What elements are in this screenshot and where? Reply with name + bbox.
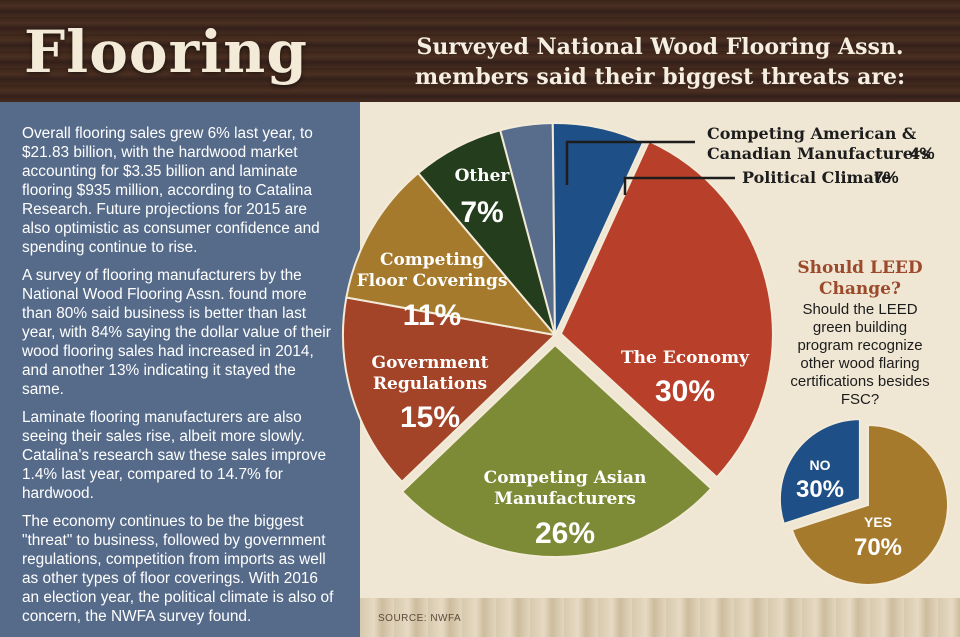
label-economy-value: 30% (655, 375, 715, 408)
article-paragraph-2: A survey of flooring manufacturers by th… (22, 267, 331, 398)
leader-line-political (623, 176, 735, 195)
label-asian-value: 26% (535, 517, 595, 550)
label-gov-value: 15% (400, 401, 460, 434)
chart-title: Surveyed National Wood Flooring Assn. me… (360, 32, 960, 92)
label-american-value: 4% (910, 144, 935, 163)
leed-value-no: 30% (796, 476, 844, 503)
label-other-value: 7% (460, 196, 503, 229)
article-paragraph-3: Laminate flooring manufacturers are also… (22, 409, 327, 502)
leed-question: Should the LEED green building program r… (790, 301, 930, 408)
label-gov-name: Government Regulations (372, 353, 489, 394)
floor-strip (360, 598, 960, 637)
article-paragraph-4: The economy continues to be the biggest … (22, 513, 334, 625)
label-floor-name: Competing Floor Coverings (357, 250, 508, 291)
page-title: Flooring (24, 18, 308, 86)
leed-value-yes: 70% (854, 534, 902, 561)
label-other-name: Other (455, 166, 511, 186)
label-asian-name: Competing Asian Manufacturers (484, 468, 647, 509)
label-american-name: Competing American & (707, 124, 917, 143)
header-banner (0, 0, 960, 102)
label-economy-name: The Economy (621, 348, 750, 368)
article-sidebar: Overall flooring sales grew 6% last year… (0, 102, 360, 637)
pie-slice-5 (345, 171, 558, 337)
pie-slice-3 (400, 343, 713, 558)
leed-label-yes: YES (864, 514, 892, 530)
leed-title-line-1: Should LEED (797, 258, 923, 278)
leed-slice-yes (790, 423, 949, 586)
pie-slice-4 (342, 296, 558, 484)
label-political-value: 7% (874, 168, 899, 187)
label-american-name-2: Canadian Manufacturers (707, 144, 930, 163)
leed-slice-no (778, 418, 861, 526)
pie-slice-2 (559, 139, 774, 479)
leed-title: Should LEED Change? (790, 258, 930, 300)
label-floor-value: 11% (403, 299, 461, 332)
chart-title-line-1: Surveyed National Wood Flooring Assn. (416, 34, 904, 60)
leader-line-american (565, 140, 695, 185)
leed-label-no: NO (810, 457, 831, 473)
source-note: SOURCE: NWFA (378, 613, 462, 624)
label-political-name: Political Climate (742, 168, 891, 187)
chart-title-line-2: members said their biggest threats are: (414, 64, 906, 90)
leed-title-line-2: Change? (819, 279, 901, 299)
pie-slice-6 (416, 128, 556, 336)
article-paragraph-1: Overall flooring sales grew 6% last year… (22, 125, 320, 256)
